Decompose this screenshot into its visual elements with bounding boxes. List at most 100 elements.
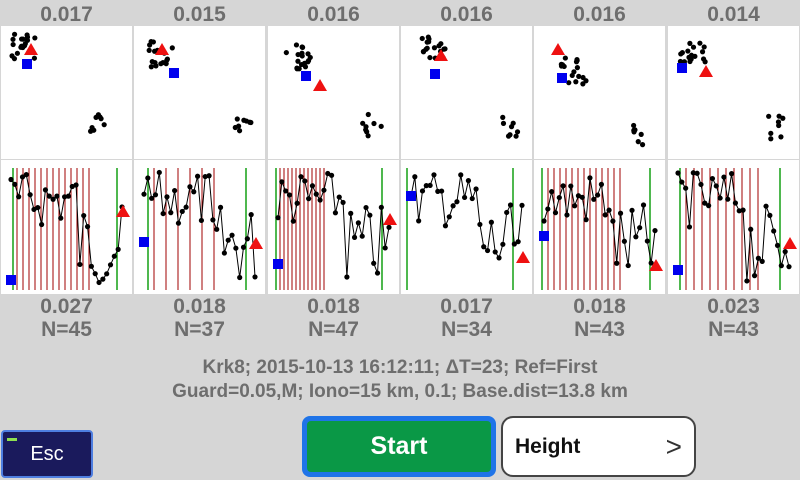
series-point bbox=[58, 215, 64, 221]
top-value-2: 0.015 bbox=[173, 3, 226, 26]
series-point bbox=[237, 274, 243, 281]
series-point bbox=[306, 196, 312, 202]
series-point bbox=[332, 210, 339, 216]
height-button[interactable]: Height > bbox=[501, 416, 696, 477]
series-point bbox=[348, 210, 354, 216]
series-point bbox=[412, 174, 418, 180]
scatter-point bbox=[500, 114, 506, 120]
series-point bbox=[217, 204, 224, 210]
series-point bbox=[115, 246, 121, 252]
scatter-point bbox=[98, 116, 104, 122]
scatter-point bbox=[431, 45, 438, 51]
series-point bbox=[694, 170, 700, 176]
scatter-point bbox=[425, 34, 431, 40]
series-point bbox=[156, 169, 162, 176]
scatter-point bbox=[571, 69, 577, 75]
series-point bbox=[602, 212, 608, 218]
series-point bbox=[283, 188, 289, 194]
series-point bbox=[96, 279, 102, 286]
series-point bbox=[560, 183, 566, 189]
bottom-value: 0.017 bbox=[440, 295, 493, 318]
scatter-point bbox=[697, 40, 703, 46]
series-point bbox=[702, 200, 708, 206]
series-point bbox=[294, 200, 300, 206]
series-point bbox=[240, 244, 247, 250]
series-point bbox=[648, 260, 654, 266]
scatter-point bbox=[305, 59, 311, 65]
series-point bbox=[706, 203, 712, 209]
series-point bbox=[77, 261, 83, 268]
reference-square-marker bbox=[430, 69, 440, 79]
current-triangle-marker bbox=[249, 237, 263, 249]
scatter-point bbox=[148, 64, 154, 70]
scatter-point bbox=[700, 56, 707, 62]
reference-square-marker bbox=[6, 275, 16, 285]
series-point bbox=[107, 262, 114, 268]
scatter-point bbox=[293, 42, 300, 48]
reference-square-marker bbox=[139, 237, 149, 247]
scatter-panel bbox=[668, 26, 799, 159]
series-point bbox=[27, 192, 33, 198]
series-point bbox=[302, 178, 308, 184]
count-label: N=47 bbox=[308, 318, 359, 341]
series-point bbox=[610, 218, 616, 224]
bottom-values-5: 0.018 N=43 bbox=[533, 295, 666, 341]
plots-panel bbox=[1, 26, 799, 294]
series-point bbox=[591, 196, 597, 202]
current-triangle-marker bbox=[783, 237, 797, 249]
series-point bbox=[54, 193, 60, 199]
reference-square-marker bbox=[673, 265, 683, 275]
scatter-point bbox=[160, 59, 166, 66]
scatter-point bbox=[690, 44, 697, 50]
series-point bbox=[336, 194, 342, 200]
scatter-point bbox=[679, 50, 685, 56]
series-point bbox=[92, 271, 98, 277]
scatter-point bbox=[576, 73, 582, 79]
scatter-panel bbox=[534, 26, 665, 159]
series-point bbox=[507, 202, 514, 208]
series-point bbox=[644, 238, 650, 244]
scatter-point bbox=[686, 54, 692, 60]
scatter-point bbox=[95, 112, 102, 118]
series-point bbox=[42, 187, 49, 193]
bottom-values-4: 0.017 N=34 bbox=[400, 295, 533, 341]
current-triangle-marker bbox=[155, 43, 169, 55]
series-point bbox=[461, 194, 468, 201]
series-point bbox=[152, 192, 159, 198]
scatter-point bbox=[307, 54, 313, 61]
esc-button[interactable]: Esc bbox=[1, 430, 93, 478]
series-point bbox=[194, 173, 201, 179]
scatter-point bbox=[510, 120, 516, 126]
scatter-point bbox=[426, 39, 432, 45]
scatter-point bbox=[365, 111, 371, 118]
series-point bbox=[511, 241, 517, 247]
current-triangle-marker bbox=[383, 213, 397, 225]
series-point bbox=[484, 247, 491, 254]
series-point bbox=[374, 270, 381, 276]
scatter-point bbox=[236, 128, 243, 134]
series-point bbox=[454, 199, 460, 205]
timeseries-panel bbox=[534, 160, 665, 294]
series-point bbox=[46, 193, 52, 199]
current-triangle-marker bbox=[434, 49, 448, 61]
current-triangle-marker bbox=[649, 259, 663, 271]
bottom-values-2: 0.018 N=37 bbox=[133, 295, 266, 341]
scatter-point bbox=[442, 46, 448, 52]
series-point bbox=[481, 244, 487, 250]
series-point bbox=[229, 232, 235, 238]
scatter-point bbox=[638, 131, 644, 137]
series-point bbox=[12, 181, 18, 187]
count-label: N=43 bbox=[708, 318, 759, 341]
height-label: Height bbox=[515, 434, 581, 458]
reference-square-marker bbox=[169, 68, 179, 78]
series-point bbox=[690, 170, 696, 176]
series-point bbox=[736, 208, 742, 214]
scatter-point bbox=[364, 129, 370, 135]
start-button[interactable]: Start bbox=[307, 421, 491, 472]
scatter-point bbox=[580, 74, 586, 81]
series-point bbox=[717, 195, 723, 201]
series-point bbox=[519, 202, 525, 208]
series-point bbox=[751, 273, 758, 279]
scatter-point bbox=[14, 50, 20, 56]
series-point bbox=[748, 226, 754, 232]
